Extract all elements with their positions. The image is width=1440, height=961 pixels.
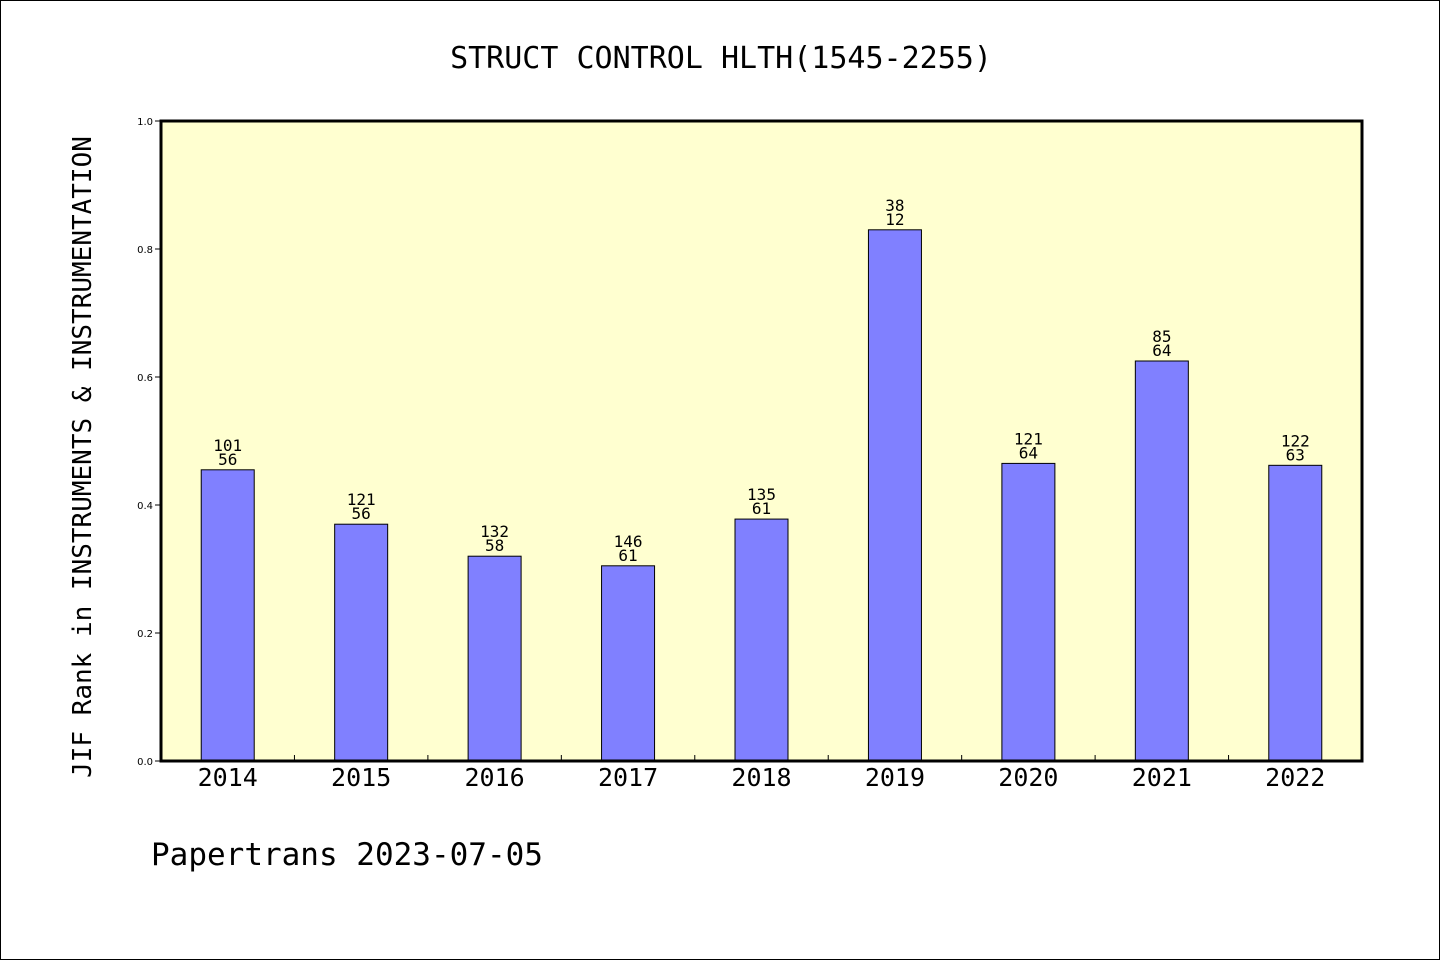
bar-2017 [601,565,656,762]
data-label-rank: 122 [1281,431,1310,450]
data-label-rank: 146 [614,532,643,551]
y-tick-label: 0.4 [137,501,153,512]
bar-2022 [1268,464,1323,762]
bar-2019 [867,229,922,762]
x-axis-ticks: 2014 2015 2016 2017 2018 2019 2020 2021 2022 [198,755,1325,792]
x-tick-label: 2016 [465,763,525,792]
data-label-rank: 85 [1152,327,1171,346]
x-tick-label: 2018 [731,763,791,792]
x-tick-label: 2019 [865,763,925,792]
x-tick-label: 2015 [331,763,391,792]
bar-2018 [734,518,789,762]
y-axis-label: JIF Rank in INSTRUMENTS & INSTRUMENTATIO… [68,136,98,778]
x-tick-label: 2022 [1265,763,1325,792]
y-tick-label: 0.8 [137,245,153,256]
data-label-count: 58 [485,536,504,555]
footer-credit: Papertrans 2023-07-05 [151,837,543,873]
bar-2020 [1001,462,1056,762]
data-label-count: 64 [1152,341,1171,360]
data-label-rank: 132 [480,522,509,541]
bar-2014 [200,469,255,762]
x-tick-label: 2017 [598,763,658,792]
y-tick-label: 0.6 [137,373,153,384]
data-label-count: 63 [1286,445,1305,464]
y-tick-label: 1.0 [137,117,153,128]
bar-series [200,229,1323,762]
data-label-rank: 135 [747,485,776,504]
bar-2016 [467,555,522,762]
y-tick-label: 0.2 [137,629,153,640]
data-label-rank: 38 [885,196,904,215]
y-tick-label: 0.0 [137,757,153,768]
x-tick-label: 2020 [998,763,1058,792]
x-tick-label: 2014 [198,763,258,792]
data-label-count: 56 [352,504,371,523]
data-label-count: 64 [1019,443,1038,462]
data-label-rank: 121 [347,490,376,509]
data-label-rank: 121 [1014,429,1043,448]
data-label-count: 61 [752,499,771,518]
bar-2021 [1134,360,1189,762]
plot-border [159,119,1364,763]
data-label-count: 56 [218,450,237,469]
data-label-count: 61 [618,546,637,565]
y-axis-ticks: 0.0 0.2 0.4 0.6 0.8 1.0 [137,117,161,768]
bar-2015 [334,523,389,762]
data-label-count: 12 [885,210,904,229]
chart-title: STRUCT CONTROL HLTH(1545-2255) [450,41,992,76]
data-label-rank: 101 [213,436,242,455]
x-tick-label: 2021 [1132,763,1192,792]
